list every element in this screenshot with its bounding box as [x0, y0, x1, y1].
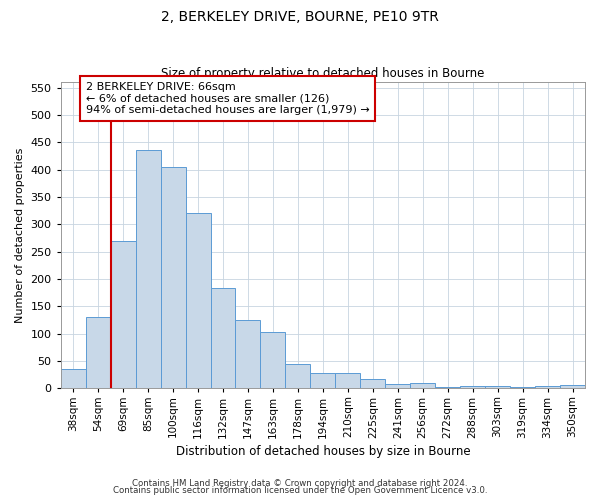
- Text: 2, BERKELEY DRIVE, BOURNE, PE10 9TR: 2, BERKELEY DRIVE, BOURNE, PE10 9TR: [161, 10, 439, 24]
- Bar: [185, 214, 211, 388]
- Bar: [260, 332, 286, 388]
- Bar: [86, 318, 110, 388]
- Bar: [485, 386, 510, 388]
- X-axis label: Distribution of detached houses by size in Bourne: Distribution of detached houses by size …: [176, 444, 470, 458]
- Title: Size of property relative to detached houses in Bourne: Size of property relative to detached ho…: [161, 66, 485, 80]
- Text: 2 BERKELEY DRIVE: 66sqm
← 6% of detached houses are smaller (126)
94% of semi-de: 2 BERKELEY DRIVE: 66sqm ← 6% of detached…: [86, 82, 370, 115]
- Bar: [460, 386, 485, 388]
- Text: Contains HM Land Registry data © Crown copyright and database right 2024.: Contains HM Land Registry data © Crown c…: [132, 478, 468, 488]
- Bar: [385, 384, 410, 388]
- Bar: [435, 387, 460, 388]
- Bar: [310, 373, 335, 388]
- Bar: [136, 150, 161, 388]
- Bar: [510, 387, 535, 388]
- Bar: [61, 370, 86, 388]
- Bar: [286, 364, 310, 388]
- Bar: [560, 385, 585, 388]
- Bar: [211, 288, 235, 388]
- Bar: [335, 373, 361, 388]
- Bar: [161, 167, 185, 388]
- Text: Contains public sector information licensed under the Open Government Licence v3: Contains public sector information licen…: [113, 486, 487, 495]
- Bar: [235, 320, 260, 388]
- Y-axis label: Number of detached properties: Number of detached properties: [15, 148, 25, 323]
- Bar: [361, 379, 385, 388]
- Bar: [110, 240, 136, 388]
- Bar: [410, 383, 435, 388]
- Bar: [535, 386, 560, 388]
